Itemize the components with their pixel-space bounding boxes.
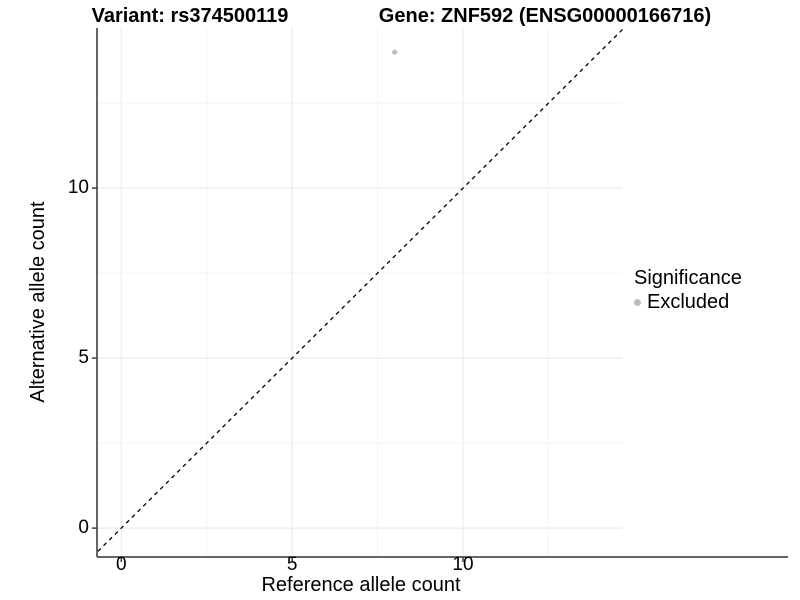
y-tick-label: 5 [78, 347, 89, 369]
x-tick-label: 10 [452, 554, 474, 575]
variant-title: Variant: rs374500119 [91, 5, 289, 27]
legend-title: Significance [634, 267, 742, 289]
legend: Significance Excluded [634, 266, 794, 314]
legend-item-excluded: Excluded [634, 291, 794, 314]
y-tick-label: 0 [78, 517, 89, 539]
y-tick-label: 10 [67, 177, 89, 199]
excluded-point-icon [634, 299, 641, 306]
x-tick-label: 0 [115, 554, 127, 575]
identity-dashed-line [97, 28, 625, 554]
legend-item-label: Excluded [647, 291, 730, 313]
data-point [392, 49, 398, 55]
x-tick-label: 5 [286, 554, 298, 575]
gene-title: Gene: ZNF592 (ENSG00000166716) [378, 5, 712, 27]
x-axis-label: Reference allele count [261, 574, 461, 596]
y-axis-label: Alternative allele count [27, 201, 49, 403]
